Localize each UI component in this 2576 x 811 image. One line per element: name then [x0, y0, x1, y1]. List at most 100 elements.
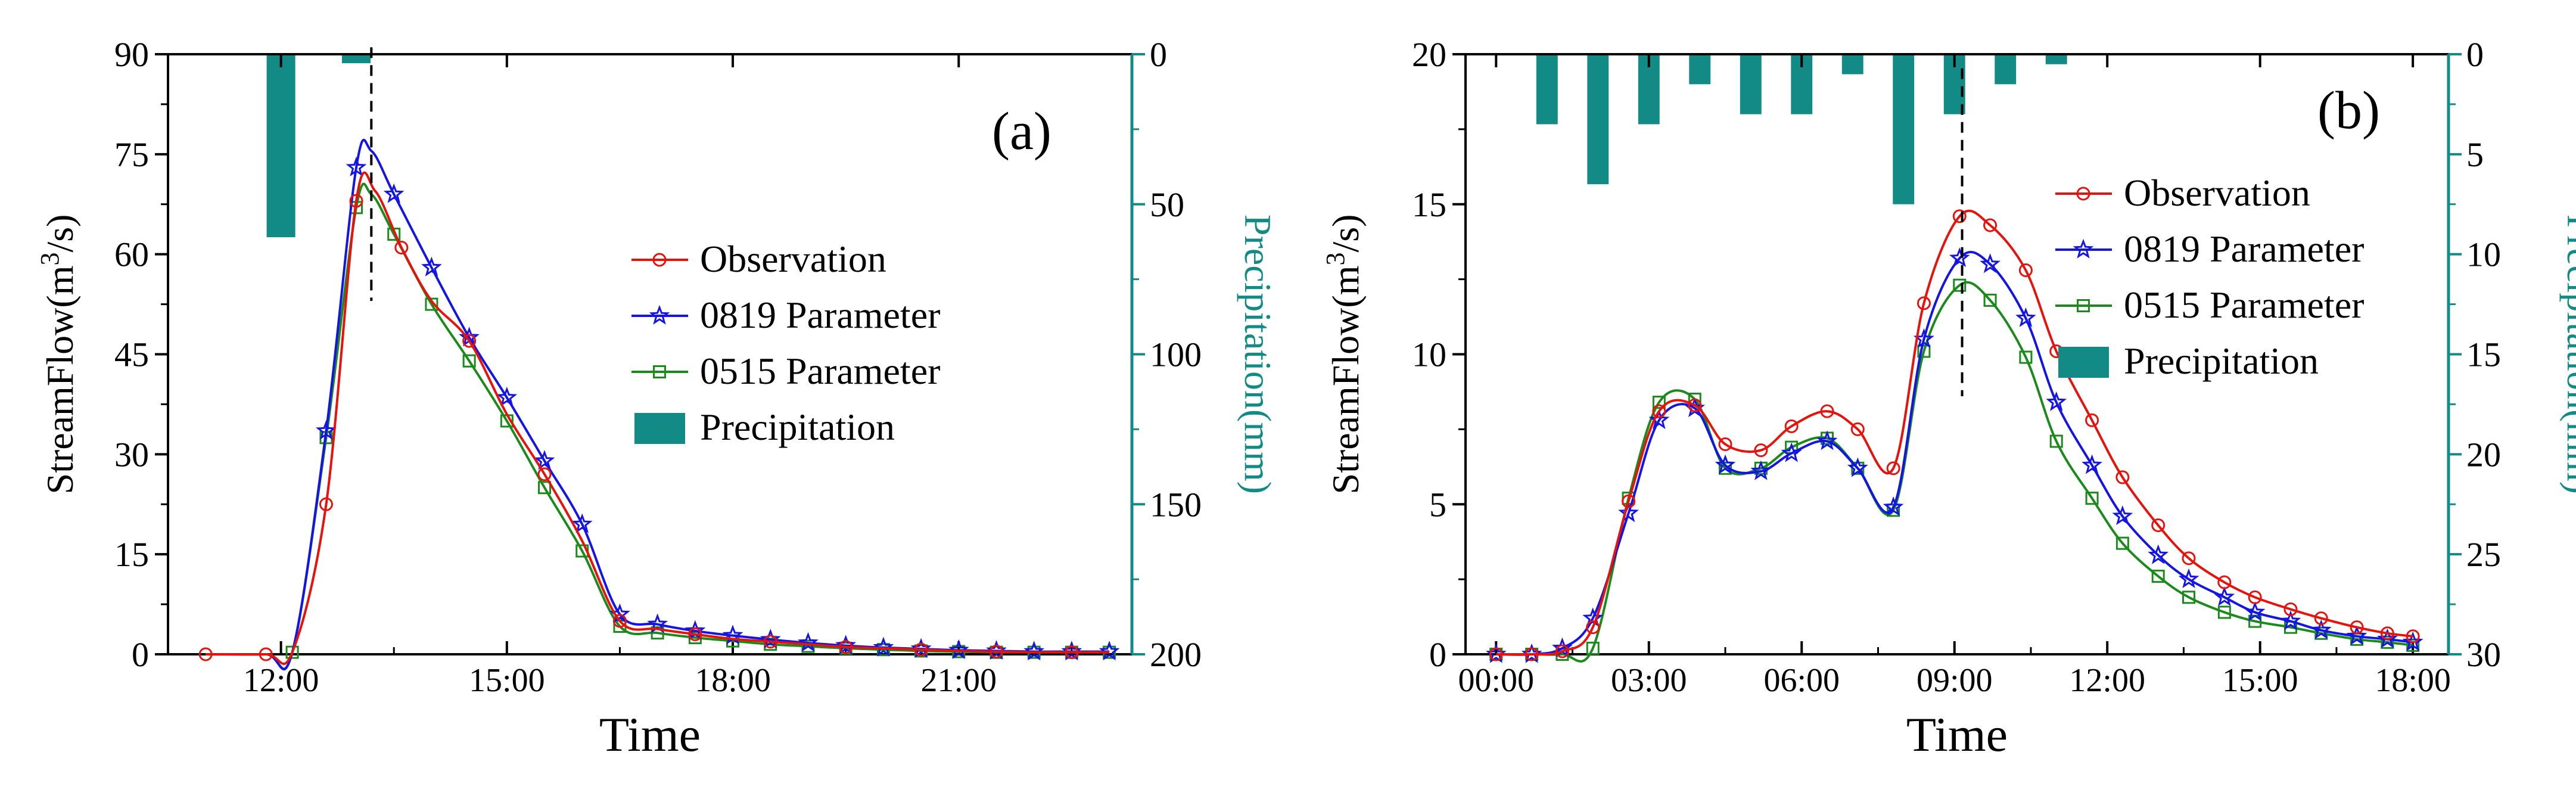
data-point-p0819 [835, 635, 857, 655]
data-point-observation [2406, 629, 2420, 644]
x-tick-label: 18:00 [695, 662, 771, 699]
precip-tick-label: 100 [1150, 335, 1202, 374]
data-point-p0515 [2217, 605, 2231, 619]
data-point-observation [1622, 494, 1636, 508]
data-point-p0515 [462, 354, 476, 368]
data-point-p0819 [1847, 457, 1868, 477]
data-point-observation [2283, 602, 2298, 616]
series-observation [1489, 209, 2420, 661]
legend: Observation 0819 Parameter 0515 Parameter P… [631, 238, 940, 448]
data-point-p0819 [383, 183, 405, 203]
precip-axis-title: Precipitation(mm) [2559, 215, 2576, 494]
data-point-observation [1718, 437, 1732, 452]
data-point-p0819 [2082, 454, 2102, 474]
data-point-p0819 [316, 420, 337, 440]
data-point-p0515 [2406, 638, 2420, 652]
data-point-p0819 [1980, 253, 2001, 274]
y-tick-label: 5 [1429, 485, 1446, 524]
y-axis-title-main: StreamFlow(m [39, 266, 81, 495]
data-point-p0819 [534, 450, 555, 470]
data-point-p0819 [2310, 619, 2332, 639]
panel-b: 00:00 03:00 06:00 09:00 12:00 15:00 18:00 0 5 10 1… [1321, 35, 2576, 762]
data-point-p0819 [2214, 586, 2235, 607]
legend-marker-p0819 [649, 304, 670, 325]
data-point-observation [839, 640, 853, 654]
precip-tick-label: 25 [2466, 535, 2501, 574]
data-point-p0819 [1099, 641, 1120, 661]
data-point-observation [2018, 263, 2033, 278]
data-point-observation [319, 497, 333, 511]
y-tick-label: 0 [132, 635, 149, 674]
precipitation-bar [2045, 54, 2067, 64]
data-point-p0515 [2049, 434, 2063, 448]
data-point-p0819 [1816, 430, 1838, 450]
data-point-p0515 [2314, 626, 2328, 640]
precip-tick-label: 50 [1150, 185, 1184, 224]
data-point-p0515 [2151, 570, 2165, 583]
data-point-observation [1525, 647, 1539, 661]
y-axis-title: StreamFlow(m3/s) [35, 215, 81, 495]
series-line-p0819 [206, 139, 1110, 670]
data-point-observation [1952, 209, 1967, 223]
data-point-p0819 [1883, 496, 1904, 517]
y-tick-label: 15 [1412, 185, 1446, 224]
data-point-observation [2115, 470, 2130, 484]
precip-tick-label: 30 [2466, 635, 2501, 674]
precipitation-bar [1689, 54, 1711, 85]
series-p0819 [206, 139, 1120, 670]
precipitation-bar [1740, 54, 1762, 114]
y-tick-label: 20 [1412, 35, 1446, 74]
legend-marker-p0515 [653, 365, 666, 378]
data-point-p0515 [2182, 591, 2195, 604]
y-axis-title-tail: /s) [1324, 215, 1367, 253]
x-tick-label: 15:00 [2222, 662, 2298, 699]
data-point-p0515 [2085, 492, 2099, 505]
data-point-observation [2182, 551, 2196, 565]
series-p0515 [1489, 278, 2420, 663]
data-point-p0515 [801, 639, 815, 653]
data-point-p0819 [1618, 502, 1639, 523]
data-point-observation [763, 635, 777, 649]
data-point-observation [2350, 620, 2364, 635]
panel-label: (b) [2317, 81, 2380, 140]
data-point-observation [537, 467, 552, 481]
data-point-observation [1917, 296, 1931, 310]
data-point-observation [2151, 518, 2166, 532]
data-point-p0819 [1023, 641, 1045, 661]
legend-label-observation: Observation [2124, 172, 2310, 214]
legend-label-p0515: 0515 Parameter [700, 350, 940, 392]
precip-tick-label: 20 [2466, 435, 2501, 474]
legend: Observation 0819 Parameter 0515 Parameter P… [2055, 172, 2364, 382]
precipitation-bar [1587, 54, 1609, 185]
x-tick-label: 09:00 [1917, 662, 1993, 699]
data-point-p0819 [2148, 544, 2169, 564]
series-line-p0515 [1496, 281, 2413, 663]
y-tick-label: 45 [114, 335, 149, 374]
data-point-p0819 [798, 632, 819, 652]
data-point-p0515 [2381, 635, 2394, 649]
y-tick-label: 60 [114, 235, 149, 274]
x-tick-label: 03:00 [1611, 662, 1687, 699]
y-axis-title-sup: 3 [35, 253, 64, 266]
data-point-observation [1983, 218, 1998, 232]
x-axis-title: Time [599, 707, 701, 762]
data-point-p0515 [538, 481, 552, 495]
data-point-observation [2380, 626, 2394, 641]
data-point-observation [1555, 644, 1569, 658]
x-tick-label: 06:00 [1763, 662, 1840, 699]
data-point-p0819 [496, 386, 518, 407]
data-point-p0819 [1648, 409, 1670, 430]
data-point-p0515 [1917, 344, 1931, 358]
data-point-p0515 [285, 645, 299, 659]
data-point-observation [1489, 647, 1503, 661]
precip-tick-label: 0 [1150, 35, 1167, 74]
y-tick-label: 75 [114, 135, 149, 174]
panel-label: (a) [992, 102, 1051, 161]
y-axis-title-main: StreamFlow(m [1324, 266, 1367, 495]
data-point-observation [688, 627, 702, 641]
legend-marker-p0515 [2077, 299, 2090, 312]
legend-swatch-precip [2058, 347, 2109, 378]
data-point-observation [1586, 620, 1600, 635]
